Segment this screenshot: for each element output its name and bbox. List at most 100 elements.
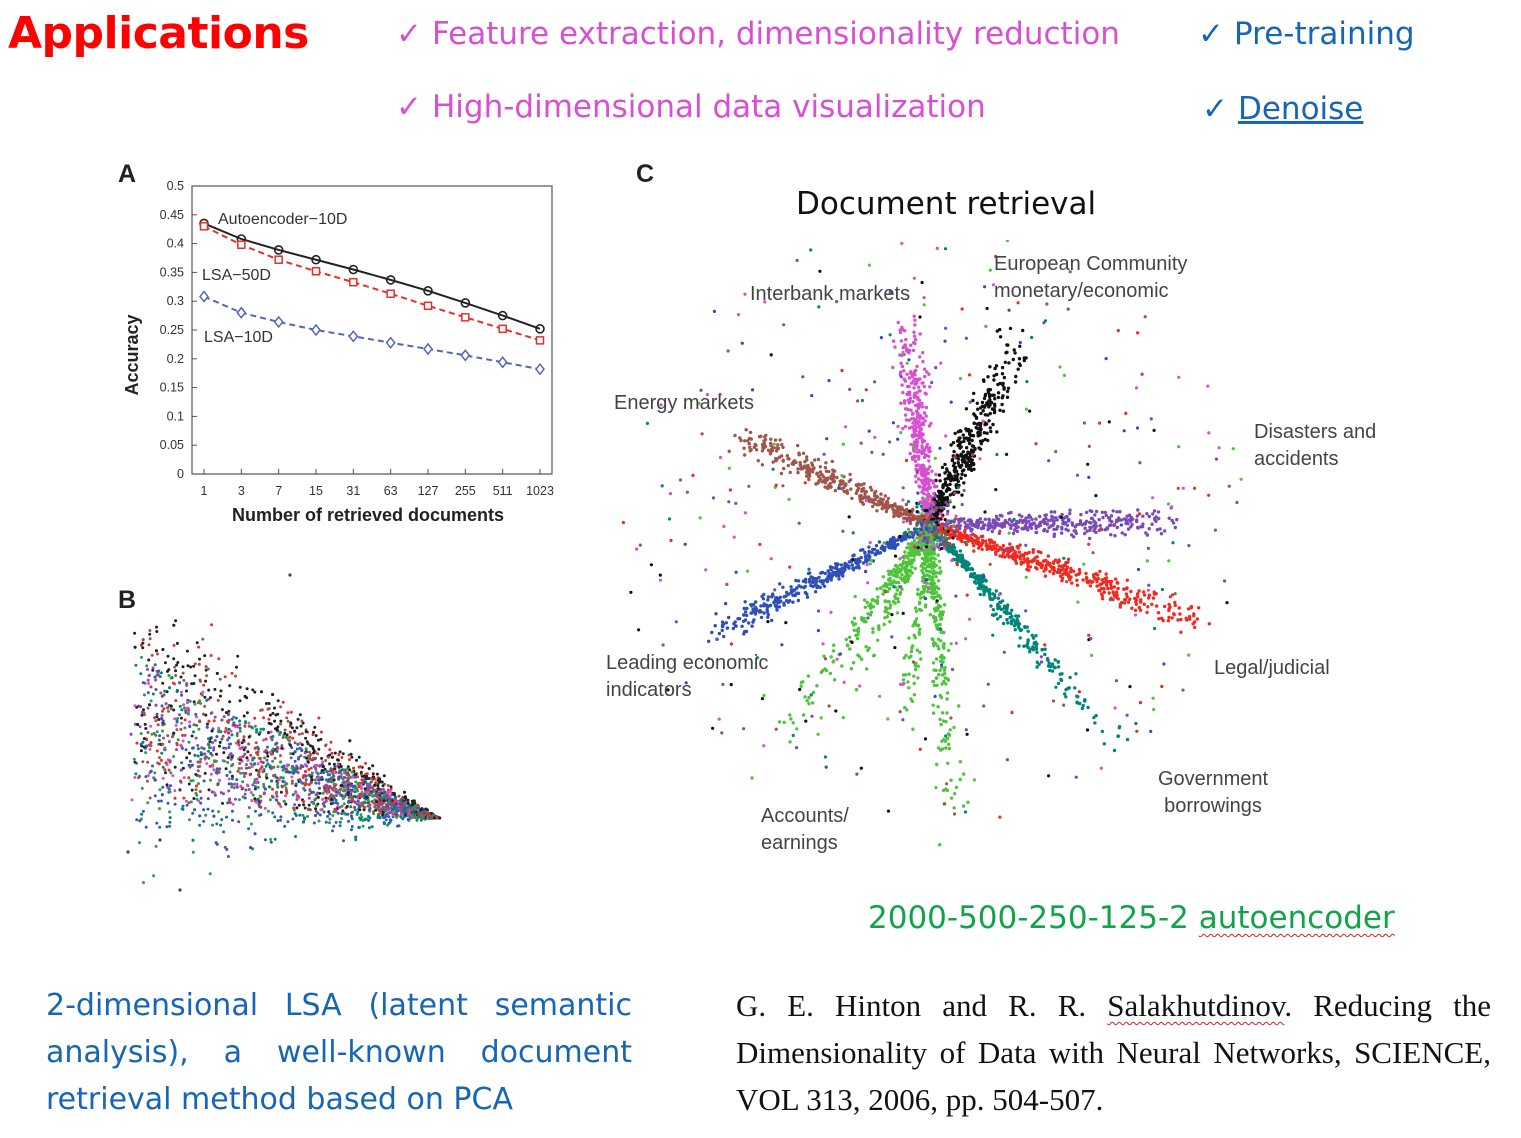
scatter-point: [810, 575, 814, 580]
scatter-point: [978, 517, 982, 521]
scatter-point: [859, 555, 863, 560]
scatter-point: [309, 775, 313, 779]
scatter-point: [279, 815, 283, 819]
scatter-point: [1162, 529, 1167, 533]
scatter-point: [254, 809, 257, 813]
scatter-point: [160, 694, 164, 698]
scatter-point: [382, 774, 386, 778]
scatter-point: [1114, 520, 1119, 524]
scatter-point: [135, 741, 139, 745]
scatter-point: [368, 806, 372, 810]
scatter-point: [370, 825, 374, 829]
scatter-point: [345, 805, 349, 808]
scatter-point: [744, 428, 748, 432]
scatter-point: [986, 375, 990, 379]
scatter-point: [316, 795, 320, 799]
scatter-point: [894, 544, 898, 548]
scatter-point: [823, 485, 827, 489]
scatter-point: [428, 816, 432, 820]
scatter-point: [879, 492, 883, 496]
scatter-point: [338, 750, 342, 754]
scatter-point: [1046, 518, 1051, 523]
scatter-point: [295, 726, 299, 730]
scatter-point: [347, 800, 351, 804]
scatter-point: [974, 535, 979, 539]
scatter-point: [1028, 522, 1032, 526]
scatter-point: [924, 405, 929, 410]
scatter-point: [354, 835, 358, 839]
scatter-point: [360, 815, 364, 819]
scatter-point: [262, 782, 266, 786]
scatter-point: [382, 790, 386, 794]
scatter-point: [211, 741, 214, 744]
scatter-point: [141, 740, 145, 744]
scatter-point: [1147, 527, 1151, 531]
scatter-point: [263, 787, 267, 791]
scatter-point: [927, 459, 931, 463]
scatter-point: [153, 778, 157, 782]
scatter-point: [314, 756, 318, 760]
scatter-point: [1052, 532, 1057, 536]
scatter-point: [266, 762, 270, 766]
scatter-point: [1115, 525, 1119, 530]
scatter-point: [781, 445, 785, 449]
scatter-point: [145, 744, 149, 748]
scatter-point: [964, 436, 969, 440]
scatter-point: [242, 775, 246, 778]
scatter-point: [1154, 515, 1158, 519]
scatter-point: [845, 491, 850, 495]
scatter-point: [930, 469, 934, 473]
scatter-point: [160, 714, 164, 717]
scatter-point: [797, 584, 801, 588]
scatter-point: [867, 545, 871, 549]
scatter-point: [175, 719, 179, 723]
scatter-point: [901, 390, 905, 395]
scatter-point: [338, 770, 342, 774]
scatter-point: [812, 466, 816, 470]
scatter-point: [195, 641, 199, 645]
scatter-point: [262, 738, 265, 742]
scatter-point: [822, 579, 826, 583]
scatter-point: [956, 472, 960, 477]
scatter-point: [438, 816, 442, 820]
scatter-point: [366, 798, 370, 802]
scatter-point: [189, 800, 193, 804]
scatter-point: [1030, 517, 1034, 522]
scatter-point: [146, 774, 150, 777]
scatter-point: [727, 615, 731, 620]
scatter-point: [1005, 350, 1009, 354]
scatter-point: [362, 774, 366, 778]
x-tick-label: 3: [238, 484, 245, 498]
scatter-point: [290, 746, 294, 749]
scatter-point: [160, 704, 164, 708]
scatter-point: [269, 730, 273, 734]
scatter-point: [144, 727, 148, 730]
scatter-point: [1052, 569, 1057, 573]
scatter-point: [917, 477, 921, 481]
scatter-point: [1043, 574, 1048, 578]
scatter-point: [814, 579, 819, 583]
scatter-point: [813, 590, 818, 594]
scatter-point: [1122, 601, 1127, 605]
scatter-point: [285, 791, 289, 795]
scatter-point: [271, 747, 275, 751]
scatter-point: [935, 484, 939, 489]
scatter-point: [357, 755, 361, 759]
scatter-point: [312, 730, 315, 734]
scatter-point: [270, 779, 274, 783]
scatter-point: [193, 662, 197, 666]
scatter-point: [367, 767, 371, 771]
scatter-point: [901, 346, 905, 350]
scatter-point: [140, 812, 144, 816]
scatter-point: [351, 775, 355, 779]
scatter-point: [1175, 517, 1179, 522]
scatter-point: [158, 734, 162, 738]
scatter-point: [1157, 617, 1161, 621]
scatter-point: [772, 600, 776, 605]
x-axis-label: Number of retrieved documents: [232, 505, 504, 525]
scatter-point: [253, 762, 257, 766]
scatter-point: [987, 419, 991, 423]
scatter-point: [337, 758, 340, 762]
scatter-point: [752, 445, 756, 449]
scatter-point: [910, 433, 914, 438]
